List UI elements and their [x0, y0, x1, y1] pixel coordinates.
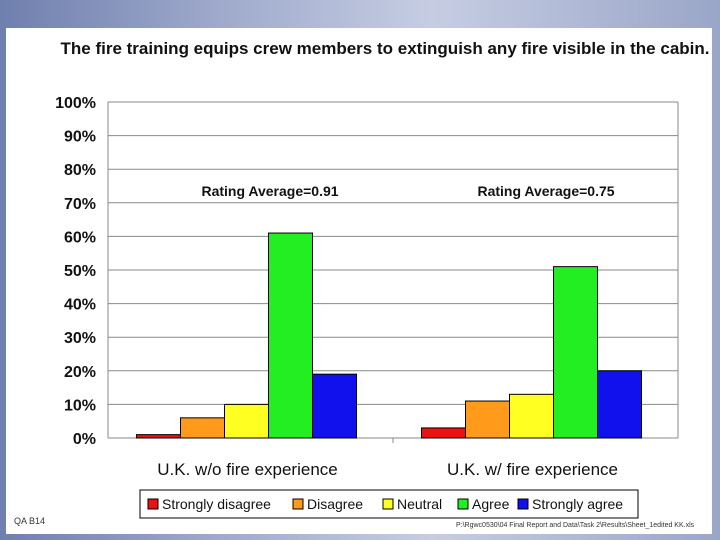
legend-label: Agree: [472, 496, 510, 512]
legend-label: Disagree: [307, 496, 363, 512]
bar-neutral: [509, 393, 554, 439]
bar-strongly-disagree: [136, 434, 181, 439]
legend-swatch: [292, 498, 304, 510]
category-label: U.K. w/ fire experience: [447, 460, 618, 479]
chart-title: The fire training equips crew members to…: [60, 39, 710, 58]
legend: Strongly disagree Disagree Neutral Agree Str…: [139, 489, 639, 519]
legend-label: Strongly agree: [532, 496, 623, 512]
bar-disagree: [180, 417, 225, 439]
legend-swatch: [457, 498, 469, 510]
legend-swatch: [147, 498, 159, 510]
y-tick-label: 60%: [64, 229, 96, 246]
y-tick-label: 90%: [64, 129, 96, 146]
bar-agree: [553, 266, 598, 439]
bar-strongly-agree: [312, 373, 357, 439]
legend-swatch: [382, 498, 394, 510]
bars: [136, 232, 642, 439]
annotations: Rating Average=0.91 Rating Average=0.75: [201, 183, 614, 199]
y-tick-label: 80%: [64, 162, 96, 179]
y-tick-label: 20%: [64, 364, 96, 381]
y-tick-labels: 0% 10% 20% 30% 40% 50% 60% 70% 80% 90% 100%: [55, 95, 96, 448]
bar-neutral: [224, 403, 269, 439]
footer-code: QA B14: [14, 516, 46, 526]
y-tick-label: 40%: [64, 297, 96, 314]
rating-average-annotation: Rating Average=0.91: [201, 183, 338, 199]
legend-swatch: [517, 498, 529, 510]
bar-agree: [268, 232, 313, 439]
y-tick-label: 100%: [55, 95, 96, 112]
footer-file-path: P:\Rgwc0530\04 Final Report and Data\Tas…: [456, 522, 695, 529]
bar-strongly-agree: [597, 370, 642, 439]
y-tick-label: 0%: [73, 431, 96, 448]
y-tick-label: 10%: [64, 397, 96, 414]
bar-strongly-disagree: [421, 427, 466, 439]
category-labels: U.K. w/o fire experience U.K. w/ fire exp…: [157, 460, 618, 479]
category-label: U.K. w/o fire experience: [157, 460, 337, 479]
legend-label: Neutral: [397, 496, 442, 512]
rating-average-annotation: Rating Average=0.75: [477, 183, 614, 199]
y-tick-label: 30%: [64, 330, 96, 347]
legend-label: Strongly disagree: [162, 496, 271, 512]
y-tick-label: 70%: [64, 196, 96, 213]
bar-disagree: [465, 400, 510, 439]
y-tick-label: 50%: [64, 263, 96, 280]
